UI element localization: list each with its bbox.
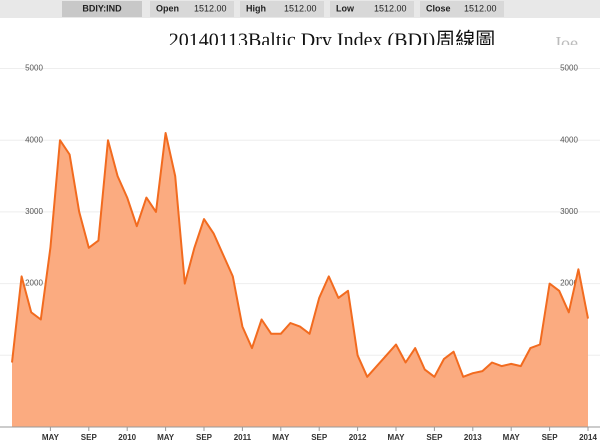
y-tick-label: 3000 bbox=[25, 207, 43, 216]
x-tick-label: SEP bbox=[311, 433, 328, 442]
quote-box bbox=[150, 1, 234, 17]
x-tick-label: 2013 bbox=[464, 433, 482, 442]
x-tick-label: MAY bbox=[157, 433, 175, 442]
y-tick-label: 4000 bbox=[25, 135, 43, 144]
x-tick-label: SEP bbox=[426, 433, 443, 442]
quote-label: Close bbox=[426, 3, 451, 13]
quote-value: 1512.00 bbox=[194, 3, 227, 13]
x-tick-label: MAY bbox=[387, 433, 405, 442]
ticker: BDIY:IND bbox=[82, 3, 122, 13]
x-tick-label: MAY bbox=[503, 433, 521, 442]
line bbox=[11, 132, 589, 378]
x-tick-label: MAY bbox=[42, 433, 60, 442]
x-tick-label: SEP bbox=[196, 433, 213, 442]
quote-label: Low bbox=[336, 3, 355, 13]
quote-label: High bbox=[246, 3, 266, 13]
quote-value: 1512.00 bbox=[284, 3, 317, 13]
x-tick-label: MAY bbox=[272, 433, 290, 442]
quote-box bbox=[330, 1, 414, 17]
y2-tick-label: 3000 bbox=[560, 207, 578, 216]
quote-box bbox=[420, 1, 504, 17]
area bbox=[12, 133, 588, 427]
y2-tick-label: 2000 bbox=[560, 279, 578, 288]
x-tick-label: SEP bbox=[542, 433, 559, 442]
x-tick-label: 2014 bbox=[579, 433, 597, 442]
quote-label: Open bbox=[156, 3, 179, 13]
x-tick-label: 2011 bbox=[234, 433, 252, 442]
y2-tick-label: 5000 bbox=[560, 64, 578, 73]
y-tick-label: 2000 bbox=[25, 279, 43, 288]
x-tick-label: 2010 bbox=[118, 433, 136, 442]
x-tick-label: SEP bbox=[81, 433, 98, 442]
quote-box bbox=[240, 1, 324, 17]
quote-value: 1512.00 bbox=[374, 3, 407, 13]
x-tick-label: 2012 bbox=[349, 433, 367, 442]
y2-tick-label: 4000 bbox=[560, 135, 578, 144]
ticker-box bbox=[62, 1, 142, 17]
quote-value: 1512.00 bbox=[464, 3, 497, 13]
y-tick-label: 5000 bbox=[25, 64, 43, 73]
